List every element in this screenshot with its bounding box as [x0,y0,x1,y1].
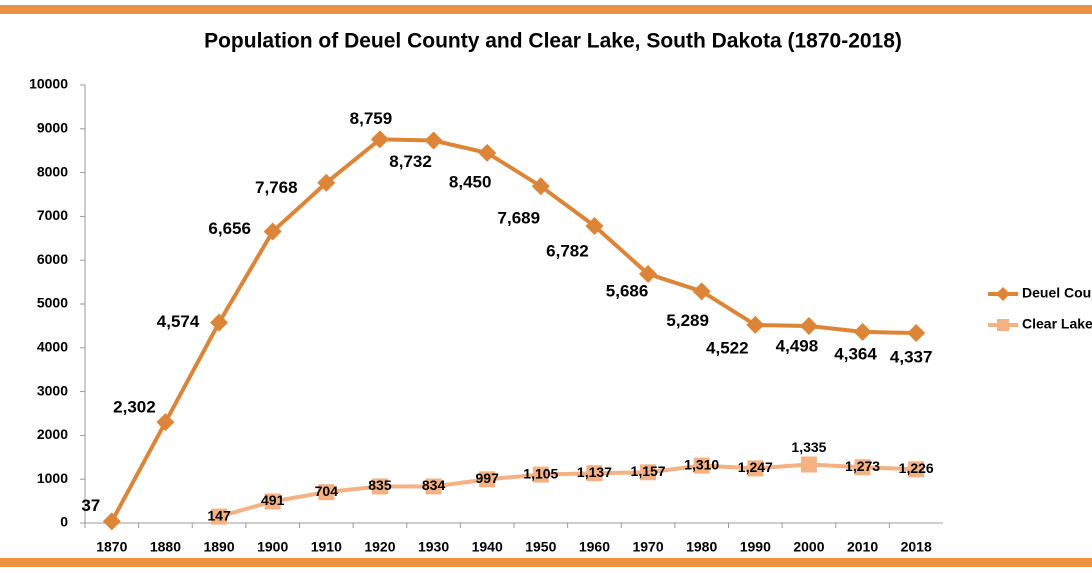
data-point [424,131,443,150]
series-line [110,137,917,523]
x-tick-label: 2018 [901,539,932,555]
data-point [102,512,121,531]
x-tick-label: 1920 [364,539,395,555]
data-point [692,282,711,301]
data-label: 4,574 [157,312,200,331]
data-label: 5,289 [666,311,709,330]
data-label: 37 [81,496,100,515]
data-point [693,457,710,474]
data-point [799,316,818,335]
data-point [263,222,282,241]
top-bar [0,5,1092,14]
legend-label: Clear Lake [1022,316,1092,332]
data-label: 4,364 [834,344,877,363]
y-tick-label: 4000 [37,339,68,355]
data-point [586,465,603,482]
legend-marker [997,319,1009,331]
data-point [210,313,229,332]
bottom-bar [0,558,1092,567]
data-label: 1,157 [631,463,666,479]
data-point [800,456,817,473]
x-tick-label: 1980 [686,539,717,555]
y-tick-label: 0 [60,514,68,530]
data-label: 1,247 [738,459,773,475]
data-point [908,461,925,478]
data-label: 704 [315,483,339,499]
data-label: 8,450 [449,172,492,191]
data-label: 7,768 [255,178,298,197]
y-tick-label: 8000 [37,163,68,179]
x-tick-label: 1900 [257,539,288,555]
data-point [532,466,549,483]
data-point [640,464,657,481]
legend-marker [996,287,1010,301]
data-label: 4,337 [890,348,933,367]
data-label: 1,137 [577,464,612,480]
data-point [317,173,336,192]
data-point [585,216,604,235]
data-label: 997 [476,470,500,486]
x-tick-label: 1940 [472,539,503,555]
data-label: 1,226 [899,460,934,476]
y-tick-label: 10000 [29,76,68,92]
data-point [156,413,175,432]
data-point [747,460,764,477]
x-tick-label: 2000 [793,539,824,555]
data-label: 5,686 [606,281,649,300]
data-label: 147 [207,507,231,523]
data-point [370,130,389,149]
data-label: 7,689 [498,209,541,228]
data-label: 491 [261,492,285,508]
data-label: 1,273 [845,458,880,474]
data-label: 1,335 [791,439,826,455]
legend-label: Deuel County [1022,285,1092,301]
x-tick-label: 1990 [740,539,771,555]
data-point [211,508,228,525]
chart-title: Population of Deuel County and Clear Lak… [204,30,902,53]
data-point [318,484,335,501]
x-tick-label: 1930 [418,539,449,555]
data-label: 1,105 [523,465,558,481]
x-tick-label: 1970 [632,539,663,555]
data-label: 8,732 [389,152,432,171]
y-tick-label: 2000 [37,426,68,442]
data-label: 835 [368,477,392,493]
data-label: 6,782 [546,241,589,260]
data-label: 834 [422,477,446,493]
y-tick-label: 5000 [37,295,68,311]
data-label: 6,656 [208,219,251,238]
data-point [264,493,281,510]
y-tick-label: 1000 [37,470,68,486]
data-point [746,315,765,334]
data-point [371,478,388,495]
y-tick-label: 3000 [37,382,68,398]
data-point [479,471,496,488]
data-point [853,322,872,341]
y-tick-label: 9000 [37,120,68,136]
data-label: 2,302 [113,398,156,417]
x-tick-label: 1960 [579,539,610,555]
series-line [218,462,917,519]
data-label: 4,498 [776,336,819,355]
data-label: 4,522 [706,338,749,357]
data-point [907,324,926,343]
data-point [854,459,871,476]
data-label: 1,310 [684,456,719,472]
x-tick-label: 1880 [150,539,181,555]
x-tick-label: 1910 [311,539,342,555]
x-tick-label: 1890 [203,539,234,555]
y-tick-label: 6000 [37,251,68,267]
x-tick-label: 1870 [96,539,127,555]
x-tick-label: 2010 [847,539,878,555]
x-tick-label: 1950 [525,539,556,555]
data-label: 8,759 [350,109,393,128]
data-point [478,143,497,162]
data-point [425,478,442,495]
y-tick-label: 7000 [37,207,68,223]
data-point [639,264,658,283]
data-point [531,177,550,196]
